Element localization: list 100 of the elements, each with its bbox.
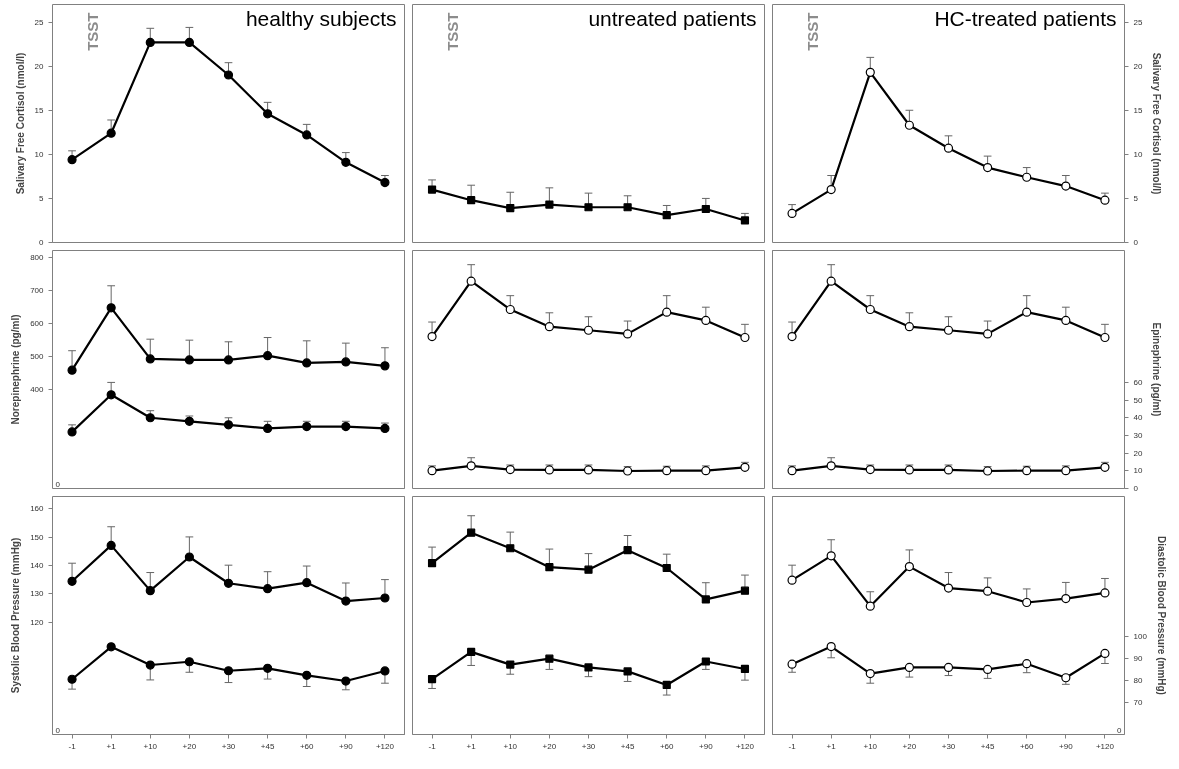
point (865, 67, 875, 77)
point (302, 422, 312, 432)
point (545, 563, 554, 572)
point (223, 420, 234, 430)
point (380, 593, 390, 603)
annotation: 0 (55, 725, 61, 735)
point (1022, 172, 1032, 182)
y2-tick-label: 60 (1133, 377, 1143, 387)
x-tick-label: +30 (221, 741, 236, 751)
x-tick-label: -1 (428, 741, 437, 751)
y2-axis-title: Epinephrine (pg/ml) (1151, 322, 1163, 417)
y-tick-label: 140 (30, 560, 45, 570)
point (623, 203, 632, 212)
point (263, 351, 273, 361)
x-tick-label: +120 (375, 741, 395, 751)
point (106, 303, 116, 313)
point (983, 664, 993, 674)
point (787, 659, 797, 669)
point (184, 416, 194, 426)
y-tick-label: 160 (30, 504, 45, 514)
y2-tick-label: 20 (1133, 448, 1143, 458)
x-tick-label: -1 (788, 741, 797, 751)
point (662, 211, 671, 220)
annotation: 0 (55, 479, 61, 489)
y2-tick-label: 70 (1133, 697, 1143, 707)
point (505, 304, 515, 315)
point (943, 583, 954, 593)
y2-tick-label: 100 (1133, 631, 1148, 641)
point (467, 647, 476, 656)
y2-tick-label: 30 (1133, 430, 1143, 440)
point (584, 565, 593, 574)
point (1100, 588, 1110, 598)
point (145, 413, 155, 423)
point (145, 660, 155, 670)
annotation: 0 (1117, 725, 1123, 735)
point (544, 322, 554, 332)
x-tick-label: +90 (699, 741, 714, 751)
point (145, 37, 155, 47)
y-tick-label: 130 (30, 589, 45, 599)
point (263, 584, 273, 594)
point (826, 185, 836, 195)
point (1100, 332, 1110, 343)
point (106, 642, 116, 652)
point (467, 528, 476, 537)
point (184, 355, 194, 365)
point (106, 540, 116, 550)
y-tick-label: 500 (30, 351, 45, 361)
x-tick-label: +90 (1059, 741, 1074, 751)
point (1022, 659, 1032, 669)
point (740, 332, 750, 343)
point (826, 276, 836, 286)
y-axis-title: Systolic Blood Pressure (mmHg) (10, 537, 22, 694)
point (341, 422, 351, 432)
y-tick-label: 25 (34, 17, 45, 27)
point (865, 601, 875, 611)
point (904, 120, 914, 130)
point (467, 196, 476, 205)
point (67, 576, 77, 586)
point (223, 666, 234, 676)
y-tick-label: 600 (30, 318, 45, 328)
point (506, 204, 515, 213)
annotation: TSST (444, 12, 462, 51)
point (184, 37, 194, 47)
point (145, 586, 155, 596)
point (506, 660, 515, 669)
point (106, 390, 116, 400)
x-tick-label: +60 (659, 741, 675, 751)
point (380, 666, 390, 676)
x-tick-label: +20 (542, 741, 557, 751)
point (662, 563, 671, 573)
x-tick-label: +10 (503, 741, 518, 751)
y2-tick-label: 0 (1133, 238, 1139, 247)
point (67, 427, 77, 437)
point (904, 662, 914, 673)
x-tick-label: +120 (1095, 741, 1115, 751)
point (787, 331, 797, 342)
point (701, 657, 710, 666)
point (427, 185, 437, 194)
y-tick-label: 800 (30, 252, 45, 262)
y-tick-label: 0 (39, 238, 45, 247)
chart-title: untreated patients (588, 6, 757, 30)
y2-tick-label: 50 (1133, 395, 1143, 405)
point (466, 276, 476, 286)
point (1022, 307, 1032, 317)
point (545, 654, 554, 663)
point (106, 128, 116, 138)
x-tick-label: +30 (941, 741, 956, 751)
y2-tick-label: 90 (1133, 653, 1143, 663)
point (302, 578, 312, 588)
point (223, 70, 234, 80)
point (623, 329, 633, 339)
y-axis-title: Salivary Free Cortisol (nmol/l) (14, 52, 26, 195)
point (427, 559, 437, 568)
y2-axis-title: Diastolic Blood Pressure (mmHg) (1155, 536, 1167, 695)
point (865, 668, 875, 679)
point (701, 315, 711, 325)
x-tick-label: +45 (260, 741, 275, 751)
annotation: TSST (84, 12, 102, 51)
point (263, 109, 273, 119)
chart-title: healthy subjects (245, 6, 397, 30)
